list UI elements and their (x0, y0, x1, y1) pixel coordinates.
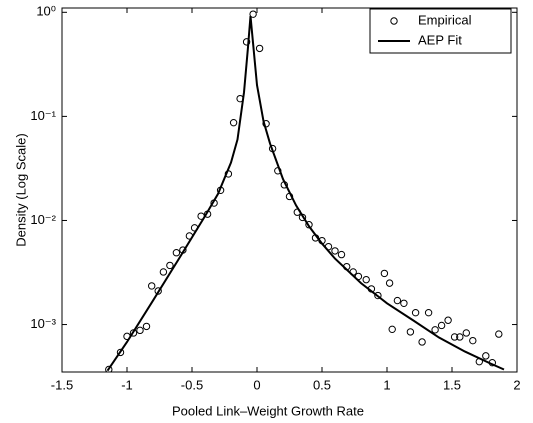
data-point (406, 328, 415, 336)
data-point (482, 352, 490, 360)
y-tick-label: 10⁻² (30, 212, 56, 227)
data-point (431, 326, 439, 334)
legend-label: Empirical (418, 12, 472, 27)
data-point (462, 329, 470, 337)
x-tick-label: -1.5 (51, 377, 73, 392)
data-point (337, 250, 346, 259)
data-point (305, 221, 313, 229)
x-tick-label: 0.5 (313, 377, 331, 392)
data-point (229, 118, 238, 127)
data-point (469, 336, 477, 345)
legend-label: AEP Fit (418, 32, 462, 47)
data-point (362, 275, 370, 284)
legend-box (369, 8, 512, 54)
data-point (411, 308, 420, 317)
y-tick-label: 10⁰ (36, 4, 56, 19)
data-point (385, 279, 394, 287)
y-axis-label: Density (Log Scale) (13, 133, 28, 246)
x-axis-label: Pooled Link–Weight Growth Rate (172, 403, 364, 418)
data-point (456, 333, 464, 341)
data-point (495, 330, 503, 338)
data-point (148, 282, 156, 290)
data-point (142, 322, 151, 331)
data-point (159, 268, 168, 276)
data-point (166, 261, 174, 270)
x-tick-label: 1.5 (443, 377, 461, 392)
data-point (400, 299, 408, 308)
x-tick-label: 0 (253, 377, 260, 392)
x-tick-label: -0.5 (181, 377, 203, 392)
data-point (380, 269, 389, 278)
data-point (105, 365, 113, 372)
data-point (249, 10, 257, 18)
data-point (154, 287, 162, 295)
fit-line (106, 15, 505, 372)
data-point (172, 249, 181, 257)
data-point (374, 291, 382, 300)
x-tick-label: -1 (121, 377, 133, 392)
data-point (437, 321, 446, 330)
legend-marker (390, 17, 398, 25)
data-point (331, 247, 339, 255)
data-point (242, 38, 251, 46)
data-point (255, 44, 264, 53)
x-tick-label: 2 (513, 377, 520, 392)
data-point (393, 296, 402, 305)
y-tick-label: 10⁻¹ (30, 108, 56, 123)
data-point (136, 326, 144, 335)
data-point (388, 325, 396, 334)
x-tick-label: 1 (383, 377, 390, 392)
data-point (450, 333, 459, 341)
y-tick-label: 10⁻³ (30, 316, 56, 331)
data-point (418, 338, 426, 346)
plot-clip (105, 10, 505, 372)
data-point (116, 348, 125, 357)
data-point (444, 316, 452, 324)
data-point (424, 308, 433, 317)
